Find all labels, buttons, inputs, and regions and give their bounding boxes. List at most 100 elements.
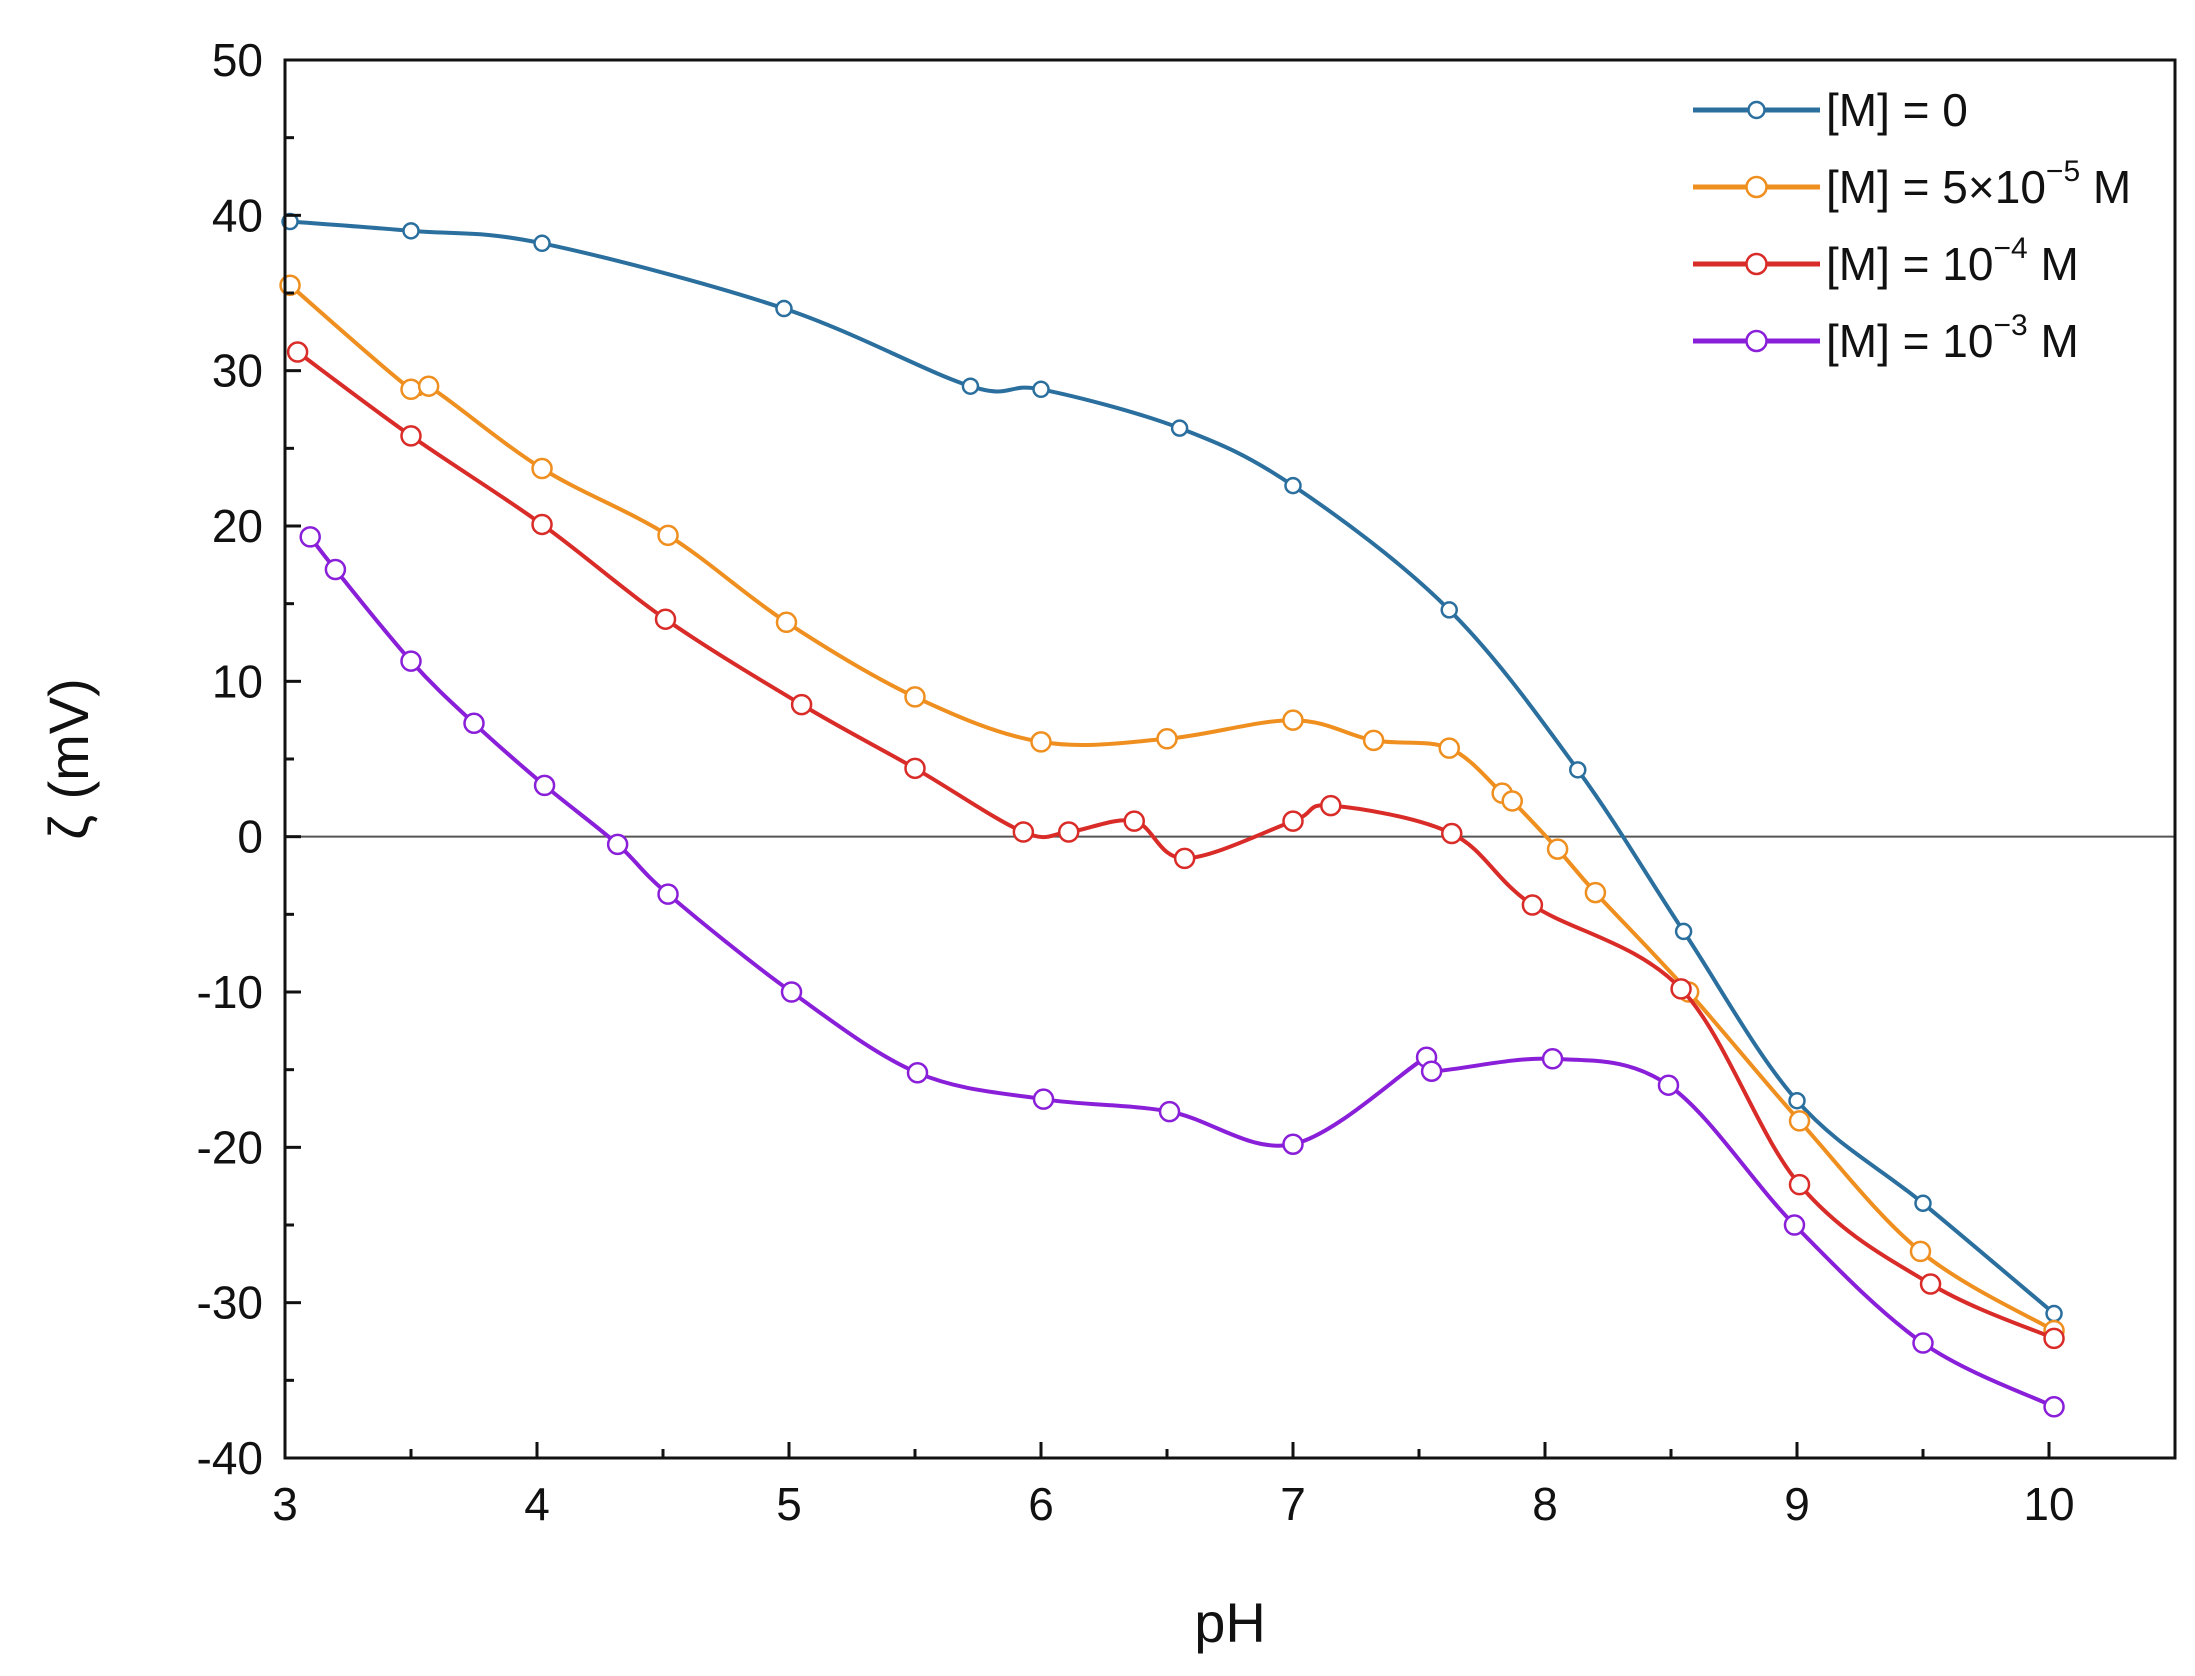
legend-label-unit: M bbox=[2028, 315, 2079, 367]
legend-label-exponent: −4 bbox=[1993, 232, 2027, 265]
series-0 bbox=[281, 212, 2063, 1323]
data-point bbox=[1420, 1060, 1443, 1082]
series-layer bbox=[279, 212, 2065, 1418]
data-point bbox=[1788, 1173, 1811, 1196]
data-point bbox=[654, 608, 677, 630]
y-tick-label: -10 bbox=[197, 966, 263, 1018]
data-point bbox=[1440, 601, 1458, 619]
data-point bbox=[324, 558, 347, 581]
data-point bbox=[299, 526, 321, 548]
series-line bbox=[289, 219, 2056, 1316]
legend-label: [M] = 10−4 M bbox=[1826, 232, 2079, 290]
data-point bbox=[1012, 821, 1035, 843]
data-point bbox=[904, 757, 926, 780]
axis-ticks-layer: 3 4 5 6 7 8 9 10 -40 -30 -20 -10 0 10 20 30 40 50 bbox=[197, 34, 2177, 1530]
data-point bbox=[1657, 1074, 1680, 1096]
data-point bbox=[1919, 1273, 1942, 1295]
x-tick-label: 3 bbox=[272, 1478, 298, 1530]
y-tick-label: 10 bbox=[212, 655, 263, 707]
data-point bbox=[1030, 731, 1052, 753]
data-point bbox=[1501, 790, 1523, 812]
data-point bbox=[1156, 728, 1178, 750]
data-point bbox=[1282, 709, 1304, 731]
data-point bbox=[531, 457, 553, 480]
legend-item: [M] = 5×10−5 M bbox=[1693, 155, 2131, 213]
data-point bbox=[1674, 922, 1693, 941]
series-3 bbox=[299, 526, 2065, 1418]
data-point bbox=[904, 686, 926, 708]
data-point bbox=[1362, 729, 1385, 752]
data-point bbox=[402, 222, 420, 240]
y-tick-label: 40 bbox=[212, 189, 263, 241]
legend-label: [M] = 0 bbox=[1826, 84, 1968, 136]
x-axis-title: pH bbox=[1194, 1591, 1266, 1654]
legend-label: [M] = 5×10−5 M bbox=[1826, 155, 2131, 213]
y-tick-label: 30 bbox=[212, 345, 263, 397]
data-point bbox=[1282, 1133, 1304, 1155]
data-point bbox=[1783, 1214, 1806, 1236]
data-point bbox=[1912, 1332, 1934, 1354]
legend-label-unit: M bbox=[2080, 161, 2131, 213]
series-line bbox=[296, 350, 2055, 1341]
legend-item: [M] = 0 bbox=[1693, 84, 1968, 136]
x-tick-label: 6 bbox=[1028, 1478, 1054, 1530]
data-point bbox=[1569, 761, 1587, 779]
y-axis-title: ζ (mV) bbox=[37, 678, 100, 840]
data-point bbox=[1320, 794, 1342, 817]
data-point bbox=[1441, 822, 1463, 845]
series-1 bbox=[279, 274, 2065, 1342]
legend-item: [M] = 10−3 M bbox=[1693, 309, 2079, 367]
legend-label: [M] = 10−3 M bbox=[1826, 309, 2079, 367]
data-point bbox=[1282, 810, 1304, 832]
y-tick-label: 50 bbox=[212, 34, 263, 86]
data-point bbox=[1521, 894, 1544, 916]
legend-marker bbox=[1747, 100, 1766, 120]
legend-label-text: [M] = 10 bbox=[1826, 315, 1993, 367]
data-point bbox=[1123, 810, 1145, 832]
x-tick-label: 8 bbox=[1532, 1478, 1558, 1530]
data-point bbox=[775, 299, 793, 318]
data-point bbox=[533, 774, 556, 797]
data-point bbox=[657, 883, 679, 905]
legend-label-text: [M] = 0 bbox=[1826, 84, 1968, 136]
data-point bbox=[463, 712, 485, 735]
y-tick-label: -30 bbox=[197, 1277, 263, 1329]
data-point bbox=[1158, 1100, 1181, 1123]
legend-marker bbox=[1745, 329, 1768, 353]
data-point bbox=[2043, 1327, 2065, 1350]
data-point bbox=[1670, 978, 1692, 1000]
data-point bbox=[1788, 1091, 1806, 1110]
data-point bbox=[1032, 380, 1050, 399]
x-tick-label: 7 bbox=[1280, 1478, 1306, 1530]
data-point bbox=[790, 693, 813, 716]
legend-item: [M] = 10−4 M bbox=[1693, 232, 2079, 290]
data-point bbox=[1914, 1194, 1932, 1213]
x-tick-label: 10 bbox=[2023, 1478, 2074, 1530]
data-point bbox=[780, 981, 803, 1003]
data-point bbox=[1788, 1110, 1811, 1132]
data-point bbox=[961, 377, 980, 395]
data-point bbox=[1170, 419, 1189, 437]
data-point bbox=[533, 234, 551, 253]
y-tick-label: 0 bbox=[237, 811, 263, 863]
data-point bbox=[2045, 1304, 2063, 1323]
data-point bbox=[775, 611, 798, 634]
legend-label-exponent: −3 bbox=[1993, 309, 2027, 342]
data-point bbox=[1546, 838, 1569, 860]
data-point bbox=[1584, 881, 1607, 904]
legend-label-text: [M] = 5×10 bbox=[1826, 161, 2046, 213]
data-point bbox=[1909, 1240, 1932, 1263]
data-point bbox=[1173, 847, 1196, 870]
legend-label-exponent: −5 bbox=[2046, 155, 2080, 188]
x-tick-label: 4 bbox=[524, 1478, 550, 1530]
x-tick-label: 5 bbox=[776, 1478, 802, 1530]
data-point bbox=[606, 833, 629, 856]
y-tick-label: -40 bbox=[197, 1432, 263, 1484]
legend-label-unit: M bbox=[2028, 238, 2079, 290]
legend-label-text: [M] = 10 bbox=[1826, 238, 1993, 290]
data-point bbox=[657, 524, 679, 547]
legend: [M] = 0[M] = 5×10−5 M[M] = 10−4 M[M] = 1… bbox=[1693, 84, 2131, 367]
data-point bbox=[400, 425, 422, 447]
data-point bbox=[2043, 1395, 2065, 1418]
